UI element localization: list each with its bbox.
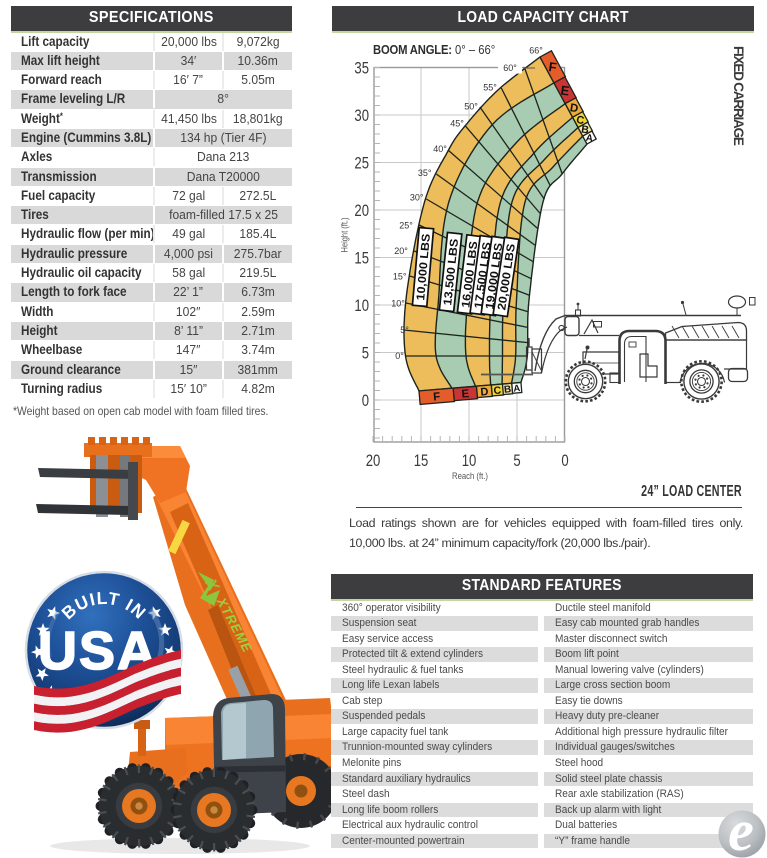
svg-text:B: B (504, 384, 512, 396)
svg-text:55°: 55° (483, 83, 497, 93)
svg-text:Height (ft.): Height (ft.) (340, 218, 351, 253)
svg-text:15: 15 (354, 250, 369, 268)
svg-text:20: 20 (366, 452, 381, 470)
svg-text:10°: 10° (391, 299, 405, 309)
svg-text:25: 25 (354, 155, 369, 173)
svg-text:30: 30 (354, 107, 369, 125)
svg-text:e: e (728, 798, 754, 858)
svg-text:A: A (585, 133, 594, 145)
svg-text:0: 0 (362, 392, 369, 410)
svg-text:45°: 45° (450, 119, 464, 129)
svg-text:C: C (575, 114, 585, 127)
svg-text:10: 10 (462, 452, 477, 470)
svg-text:0: 0 (561, 452, 568, 470)
svg-text:25°: 25° (399, 220, 413, 230)
svg-text:60°: 60° (503, 63, 517, 73)
svg-text:15: 15 (414, 452, 429, 470)
svg-text:E: E (560, 82, 571, 98)
svg-text:A: A (513, 383, 521, 395)
svg-text:F: F (433, 391, 441, 404)
svg-text:10,000 LBS: 10,000 LBS (415, 233, 433, 301)
svg-text:D: D (569, 102, 579, 115)
svg-text:5°: 5° (400, 325, 409, 335)
svg-text:B: B (580, 124, 590, 137)
svg-text:35: 35 (354, 60, 369, 78)
svg-text:0°: 0° (395, 351, 404, 361)
svg-text:Reach (ft.): Reach (ft.) (452, 471, 488, 482)
svg-text:E: E (461, 388, 470, 401)
svg-text:F: F (548, 59, 558, 75)
svg-text:5: 5 (513, 452, 520, 470)
svg-text:20: 20 (354, 202, 369, 220)
svg-text:10: 10 (354, 297, 369, 315)
svg-text:5: 5 (362, 345, 369, 363)
svg-text:40°: 40° (433, 144, 447, 154)
svg-text:20°: 20° (394, 246, 408, 256)
svg-text:30°: 30° (410, 193, 424, 203)
svg-text:15°: 15° (393, 271, 407, 281)
svg-text:C: C (493, 384, 502, 397)
svg-text:66°: 66° (529, 46, 543, 56)
svg-text:D: D (480, 386, 489, 399)
svg-text:50°: 50° (464, 102, 478, 112)
svg-text:35°: 35° (418, 168, 432, 178)
